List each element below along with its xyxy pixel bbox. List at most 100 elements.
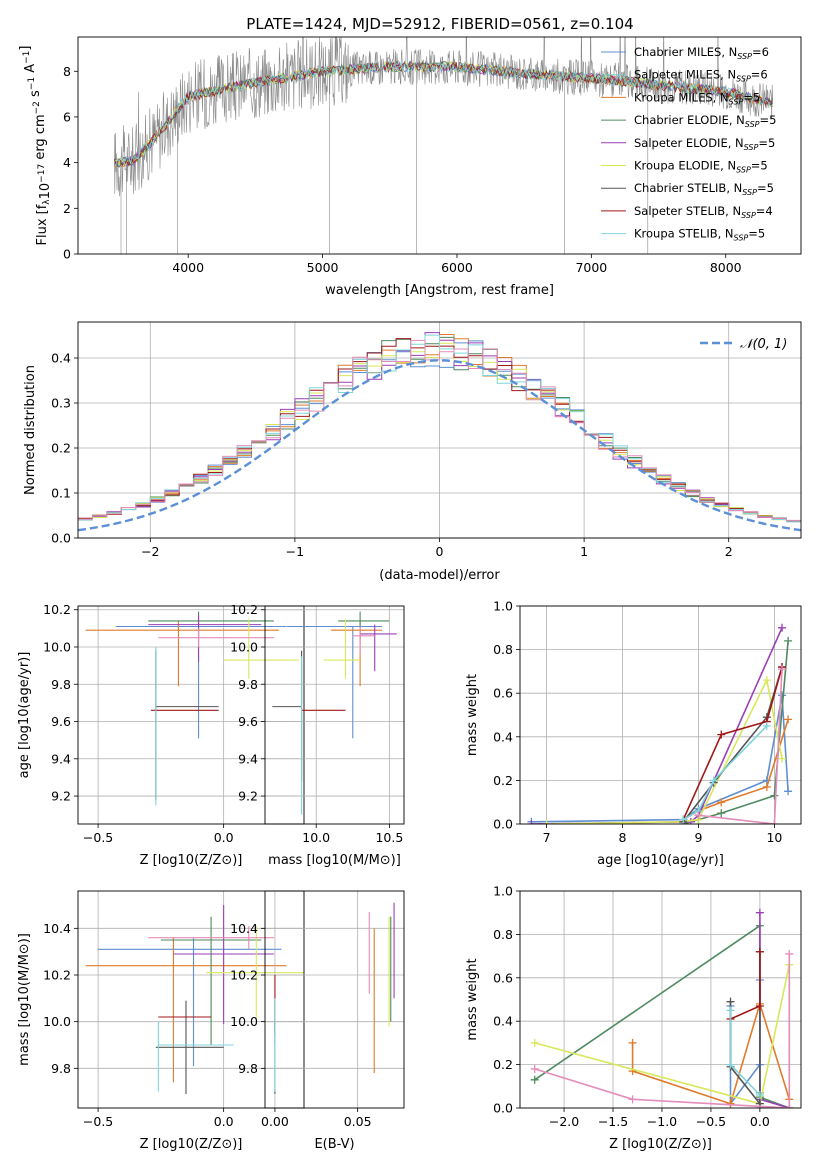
y-tick-label: 4 xyxy=(63,155,71,170)
weight-marker xyxy=(717,809,726,818)
x-axis-label: mass [log10(M/M⊙)] xyxy=(268,853,401,868)
weight-marker xyxy=(628,1095,637,1104)
x-tick-label: 0.0 xyxy=(750,1114,770,1129)
y-axis-label: mass weight xyxy=(465,958,480,1040)
legend-label: Kroupa ELODIE, NSSP=5 xyxy=(634,159,768,175)
x-axis-label: Z [log10(Z/Z⊙)] xyxy=(140,853,243,868)
weight-marker xyxy=(717,798,726,807)
x-tick-label: −1.5 xyxy=(598,1114,628,1129)
y-tick-label: 10.0 xyxy=(230,639,258,654)
legend-sub: SSP xyxy=(745,120,760,129)
x-axis-label: Z [log10(Z/Z⊙)] xyxy=(609,1137,712,1152)
axes-frame xyxy=(519,890,802,1109)
weight-marker xyxy=(785,1104,794,1108)
x-tick-label: 4000 xyxy=(172,260,204,275)
weight-marker xyxy=(755,908,764,917)
weight-marker xyxy=(762,676,771,685)
weight-marker xyxy=(778,691,787,700)
weight-marker xyxy=(784,636,793,645)
x-tick-label: −0.5 xyxy=(696,1114,726,1129)
weight-marker xyxy=(770,820,779,824)
y-axis-label: Normed distribution xyxy=(23,365,38,495)
x-tick-label: 0.0 xyxy=(214,1114,234,1129)
y-tick-label: 9.4 xyxy=(51,751,71,766)
x-tick-label: 6000 xyxy=(441,260,473,275)
y-tick-label: 9.2 xyxy=(238,789,258,804)
y-tick-label: 0.8 xyxy=(493,642,513,657)
x-tick-label: −0.5 xyxy=(83,1114,113,1129)
legend-value: =5 xyxy=(748,227,765,241)
axes-frame xyxy=(77,890,305,1109)
x-tick-label: 1 xyxy=(580,544,588,559)
axes-frame xyxy=(77,605,305,825)
x-tick-label: 7000 xyxy=(575,260,607,275)
x-tick-label: 8 xyxy=(619,830,627,845)
weight-line xyxy=(531,695,789,823)
x-axis-label: age [log10(age/yr)] xyxy=(597,853,724,868)
legend-value: =5 xyxy=(760,113,777,127)
y-tick-label: 9.8 xyxy=(238,677,258,692)
y-tick-label: 9.6 xyxy=(238,714,258,729)
x-tick-label: 2 xyxy=(725,544,733,559)
y-tick-label: 0.1 xyxy=(51,486,71,501)
weight-marker xyxy=(755,947,764,956)
weight-marker xyxy=(755,1090,764,1099)
x-tick-label: 9 xyxy=(694,830,702,845)
weight-line xyxy=(682,666,783,820)
y-label-part: erg cm xyxy=(33,114,48,163)
y-tick-label: 0.8 xyxy=(493,927,513,942)
legend-text: Kroupa MILES, N xyxy=(634,90,729,104)
y-tick-label: 9.8 xyxy=(51,1061,71,1076)
legend-label: Salpeter ELODIE, NSSP=5 xyxy=(634,136,775,152)
weight-marker xyxy=(530,1064,539,1073)
y-label-part: −2 xyxy=(32,101,42,114)
y-label-part: A xyxy=(23,64,38,77)
y-tick-label: 0.4 xyxy=(493,729,513,744)
y-tick-label: 9.4 xyxy=(238,751,258,766)
weight-marker xyxy=(628,1067,637,1076)
y-tick-label: 9.8 xyxy=(238,1061,258,1076)
panel-mass-vs-Z: −0.5 0.0 9.8 10.0 10.2 10.4 Z [log10(Z/Z⊙)] mas… xyxy=(17,890,305,1152)
y-tick-label: 0 xyxy=(63,247,71,262)
y-label-part: ] xyxy=(18,46,33,51)
y-tick-label: 0.4 xyxy=(51,351,71,366)
histogram-step xyxy=(78,340,801,522)
weight-line xyxy=(546,677,783,824)
x-tick-label: 10.0 xyxy=(302,830,330,845)
panel-age-vs-mass: 10.0 10.5 9.2 9.4 9.6 9.8 10.0 10.2 mass [log10(… xyxy=(230,602,405,868)
weight-line xyxy=(682,725,768,821)
panel-spectrum: 4000 5000 6000 7000 8000 0 2 4 6 8 wavelength [Ang… xyxy=(18,36,802,298)
axes-frame xyxy=(519,605,802,825)
legend-value: =5 xyxy=(743,90,760,104)
y-tick-label: 0.3 xyxy=(51,396,71,411)
y-label-part: λ xyxy=(42,199,52,205)
x-tick-label: 7 xyxy=(543,830,551,845)
weight-marker xyxy=(770,791,779,800)
legend-text: Salpeter ELODIE, N xyxy=(634,136,744,150)
model-spectrum-line xyxy=(114,60,773,166)
legend-sub: SSP xyxy=(737,52,752,61)
x-tick-label: −1 xyxy=(286,544,304,559)
weight-marker xyxy=(530,1038,539,1047)
x-axis-label: wavelength [Angstrom, rest frame] xyxy=(325,283,554,298)
y-tick-label: 0.2 xyxy=(493,1057,513,1072)
weight-marker xyxy=(628,1038,637,1047)
x-tick-label: 0.00 xyxy=(261,1114,289,1129)
panel-weight-vs-Z: −2.0 −1.5 −1.0 −0.5 0.0 0.0 0.2 0.4 0.6 0.8 1.0 Z [… xyxy=(465,884,802,1152)
legend-sub: SSP xyxy=(729,97,744,106)
weight-line xyxy=(730,951,761,1020)
plot-area xyxy=(113,37,774,254)
weight-marker xyxy=(755,1002,764,1011)
weight-marker xyxy=(762,721,771,730)
plot-area xyxy=(527,623,793,824)
weight-marker xyxy=(679,815,688,824)
weight-marker xyxy=(726,997,735,1006)
y-tick-label: 8 xyxy=(63,64,71,79)
y-axis-label: mass weight xyxy=(465,674,480,756)
y-tick-label: 10.4 xyxy=(230,921,258,936)
x-axis-label: Z [log10(Z/Z⊙)] xyxy=(140,1137,243,1152)
y-tick-label: 9.2 xyxy=(51,789,71,804)
y-tick-label: 10.2 xyxy=(230,968,258,983)
legend-text: Kroupa STELIB, N xyxy=(634,227,734,241)
x-tick-label: −2.0 xyxy=(549,1114,579,1129)
